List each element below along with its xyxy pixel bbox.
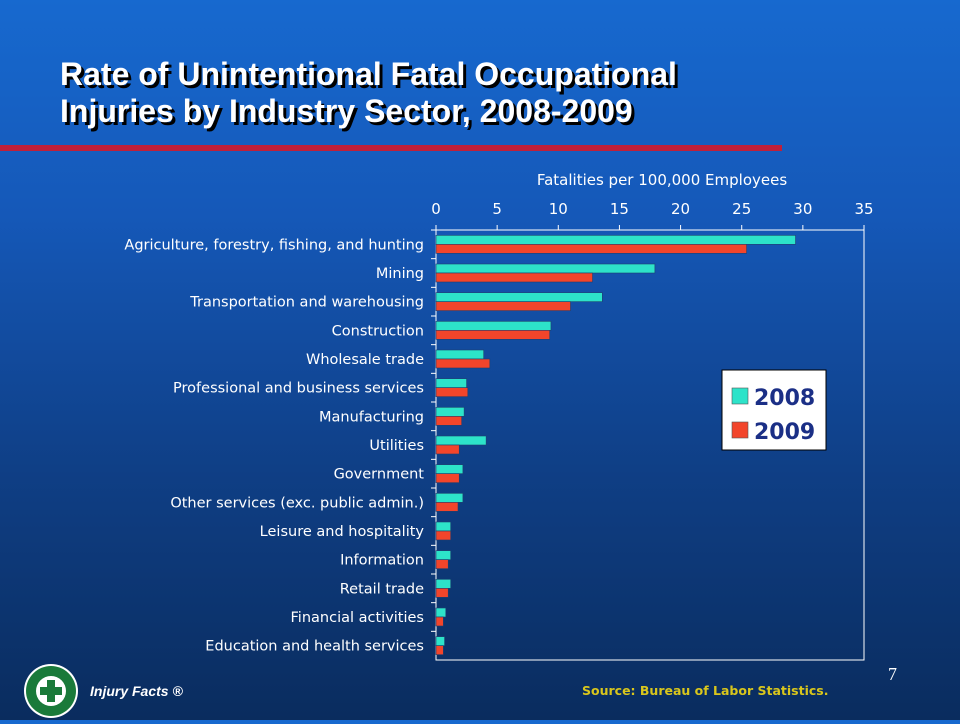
title-rule — [0, 145, 782, 151]
category-label: Other services (exc. public admin.) — [170, 495, 424, 511]
x-axis-title: Fatalities per 100,000 Employees — [537, 171, 787, 189]
legend-swatch-2008 — [731, 387, 749, 405]
category-label: Information — [340, 553, 424, 569]
legend-label-2009: 2009 — [754, 420, 815, 445]
x-tick-label: 15 — [610, 200, 629, 218]
x-tick-label: 10 — [549, 200, 568, 218]
category-label: Utilities — [369, 438, 424, 454]
bar-2009-mining — [435, 272, 593, 283]
category-label: Leisure and hospitality — [260, 524, 425, 540]
bar-2009-government — [435, 473, 460, 483]
category-label: Professional and business services — [173, 381, 424, 397]
bar-2009-agriculture-forestry-fishing-and-hunting — [435, 244, 747, 254]
bar-2008-manufacturing — [435, 407, 465, 417]
legend-swatch-2009 — [731, 421, 749, 439]
bar-2008-utilities — [435, 435, 487, 446]
x-tick-label: 20 — [671, 200, 690, 218]
category-label: Mining — [376, 266, 424, 282]
bar-2008-wholesale-trade — [435, 349, 484, 360]
bar-2008-agriculture-forestry-fishing-and-hunting — [435, 235, 796, 245]
bar-2009-wholesale-trade — [435, 358, 491, 369]
category-label: Wholesale trade — [306, 352, 424, 368]
legend-label-2008: 2008 — [754, 386, 815, 411]
bar-2008-transportation-and-warehousing — [435, 292, 603, 302]
category-label: Retail trade — [340, 581, 424, 597]
bar-2008-leisure-and-hospitality — [435, 521, 451, 532]
bar-2009-utilities — [435, 444, 460, 455]
category-label: Transportation and warehousing — [189, 295, 424, 311]
x-tick-label: 5 — [492, 200, 502, 218]
x-tick-label: 0 — [431, 200, 441, 218]
bar-2008-other-services-exc-public-admin — [435, 493, 464, 503]
category-label: Government — [334, 467, 425, 483]
bar-2009-other-services-exc-public-admin — [435, 502, 459, 512]
page-number: 7 — [888, 664, 897, 684]
bar-2009-professional-and-business-services — [435, 387, 469, 397]
title-line-1: Rate of Unintentional Fatal Occupational — [60, 56, 677, 92]
bar-2009-construction — [435, 330, 551, 340]
category-label: Construction — [332, 323, 424, 339]
category-label: Education and health services — [205, 639, 424, 655]
bar-2008-professional-and-business-services — [435, 378, 467, 388]
title-line-2: Injuries by Industry Sector, 2008-2009 — [60, 93, 633, 129]
bar-2009-information — [435, 559, 449, 569]
nsc-logo — [22, 662, 80, 724]
source-note: Source: Bureau of Labor Statistics. — [582, 683, 829, 698]
bar-2009-transportation-and-warehousing — [435, 301, 571, 311]
bar-2008-education-and-health-services — [435, 636, 445, 646]
brand-label: Injury Facts ® — [90, 683, 183, 699]
x-tick-label: 35 — [854, 200, 873, 218]
bar-2008-retail-trade — [435, 579, 451, 589]
bar-2009-manufacturing — [435, 416, 462, 426]
page-title: Rate of Unintentional Fatal Occupational… — [60, 56, 860, 130]
bar-2009-financial-activities — [435, 616, 444, 627]
bar-2009-leisure-and-hospitality — [435, 530, 451, 541]
category-label: Manufacturing — [319, 409, 424, 425]
x-tick-label: 25 — [732, 200, 751, 218]
x-tick-label: 30 — [793, 200, 812, 218]
bar-2009-education-and-health-services — [435, 645, 444, 655]
bar-2008-information — [435, 550, 451, 560]
bar-2008-construction — [435, 321, 552, 331]
bar-2008-financial-activities — [435, 607, 447, 618]
bar-2009-retail-trade — [435, 588, 449, 598]
bar-2008-mining — [435, 263, 656, 274]
category-label: Agriculture, forestry, fishing, and hunt… — [124, 237, 424, 253]
category-label: Financial activities — [291, 610, 424, 626]
bar-2008-government — [435, 464, 464, 474]
